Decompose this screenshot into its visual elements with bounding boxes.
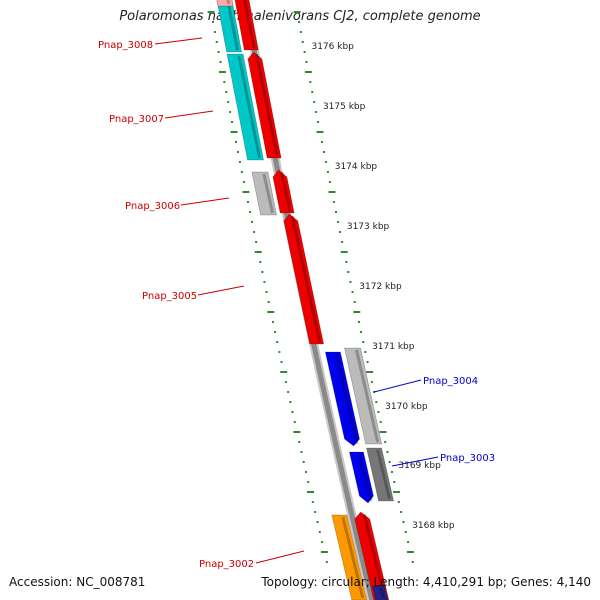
gene-pnap-3006b (272, 169, 295, 214)
scale-label: 3176 kbp (311, 42, 354, 52)
gene-pnap-3007b-shade (255, 53, 279, 157)
gene-pnap-3006-shade (262, 173, 275, 214)
gene-callout-line (180, 197, 230, 206)
scale-label: 3171 kbp (372, 342, 415, 352)
gene-pnap-3003 (366, 447, 395, 502)
scale-label: 3173 kbp (347, 222, 390, 232)
gene-pnap-3008b (234, 0, 259, 51)
gene-pnap-3002b-shade (362, 513, 387, 599)
gene-pnap-3003b-shade (357, 453, 373, 502)
gene-pnap-3003b (348, 451, 374, 504)
gene-pnap-3004-shade (355, 349, 380, 443)
scale-label: 3170 kbp (385, 402, 428, 412)
gene-top-pink-shade (226, 0, 231, 5)
gene-callout-line (373, 379, 422, 393)
gene-top-pink (216, 0, 234, 7)
gene-pnap-3002-shade (341, 516, 365, 599)
gene-pnap-3005-shade (290, 215, 322, 343)
gene-callout-line (255, 550, 305, 564)
gene-pnap-3002b (354, 511, 390, 600)
gene-label: Pnap_3008 (98, 40, 153, 51)
gene-callout-line (154, 37, 203, 45)
scale-label: 3175 kbp (323, 102, 366, 112)
gene-callout-line (197, 285, 245, 296)
gene-label: Pnap_3007 (109, 114, 164, 125)
gene-pnap-3007 (226, 53, 265, 161)
scale-label: 3174 kbp (335, 162, 378, 172)
gene-label: Pnap_3006 (125, 201, 180, 212)
accession-text: Accession: NC_008781 (9, 575, 146, 589)
scale-label: 3172 kbp (359, 282, 402, 292)
gene-callout-line (164, 110, 214, 119)
scale-label: 3169 kbp (398, 461, 441, 471)
gene-pnap-3006b-shade (280, 171, 292, 212)
gene-pnap-3002 (331, 514, 368, 600)
gene-pnap-3007-shade (237, 55, 262, 159)
gene-label: Pnap_3005 (142, 291, 197, 302)
gene-pnap-3006 (251, 171, 278, 216)
gene-pnap-3007b (247, 51, 282, 159)
gene-pnap-3004 (344, 347, 383, 445)
gene-label: Pnap_3003 (440, 453, 495, 464)
gene-callout-line (391, 456, 439, 467)
gene-bottom-navy (371, 585, 389, 600)
gene-bottom-navy-shade (379, 587, 386, 599)
gene-pnap-3004b (324, 351, 360, 447)
topology-text: Topology: circular; Length: 4,410,291 bp… (261, 575, 591, 589)
gene-label: Pnap_3002 (199, 559, 254, 570)
gene-pnap-3003-shade (376, 449, 392, 500)
gene-pnap-3005 (283, 213, 325, 345)
scale-label: 3168 kbp (412, 521, 455, 531)
gene-pnap-3008b-shade (243, 0, 256, 49)
gene-pnap-3004b-shade (334, 353, 359, 445)
gene-pnap-3008 (216, 0, 243, 53)
gene-label: Pnap_3004 (423, 376, 478, 387)
